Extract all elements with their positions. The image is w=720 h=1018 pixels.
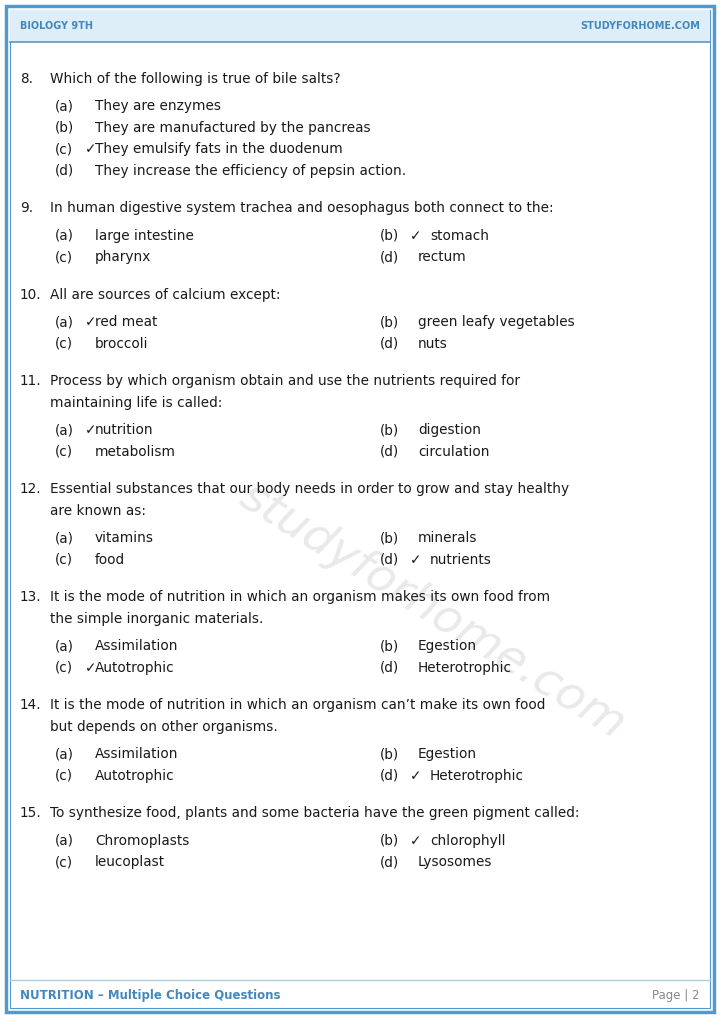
Bar xyxy=(10,10,710,42)
Text: green leafy vegetables: green leafy vegetables xyxy=(418,316,575,330)
Text: Assimilation: Assimilation xyxy=(95,747,179,761)
Text: leucoplast: leucoplast xyxy=(95,855,165,869)
Text: Heterotrophic: Heterotrophic xyxy=(418,661,512,675)
Text: Chromoplasts: Chromoplasts xyxy=(95,834,189,848)
Text: They are enzymes: They are enzymes xyxy=(95,100,221,113)
Text: NUTRITION – Multiple Choice Questions: NUTRITION – Multiple Choice Questions xyxy=(20,989,281,1003)
Text: ✓: ✓ xyxy=(85,423,96,438)
Text: Page | 2: Page | 2 xyxy=(652,989,700,1003)
Text: food: food xyxy=(95,553,125,567)
Text: circulation: circulation xyxy=(418,445,490,459)
Text: (a): (a) xyxy=(55,834,74,848)
Text: metabolism: metabolism xyxy=(95,445,176,459)
Text: (a): (a) xyxy=(55,531,74,546)
Text: ✓: ✓ xyxy=(410,769,421,783)
Text: 14.: 14. xyxy=(20,698,42,713)
Text: (d): (d) xyxy=(380,661,400,675)
Text: large intestine: large intestine xyxy=(95,229,194,243)
Text: ✓: ✓ xyxy=(85,661,96,675)
Text: the simple inorganic materials.: the simple inorganic materials. xyxy=(50,612,264,626)
Text: (d): (d) xyxy=(380,337,400,351)
Text: (c): (c) xyxy=(55,143,73,157)
Text: (b): (b) xyxy=(380,531,400,546)
Text: 15.: 15. xyxy=(20,806,42,821)
Text: It is the mode of nutrition in which an organism can’t make its own food: It is the mode of nutrition in which an … xyxy=(50,698,545,713)
Text: (a): (a) xyxy=(55,639,74,654)
Text: To synthesize food, plants and some bacteria have the green pigment called:: To synthesize food, plants and some bact… xyxy=(50,806,580,821)
Text: are known as:: are known as: xyxy=(50,504,146,518)
Text: (d): (d) xyxy=(55,164,74,178)
Text: Which of the following is true of bile salts?: Which of the following is true of bile s… xyxy=(50,72,341,86)
Text: (b): (b) xyxy=(380,747,400,761)
Text: In human digestive system trachea and oesophagus both connect to the:: In human digestive system trachea and oe… xyxy=(50,202,554,216)
Text: (b): (b) xyxy=(380,316,400,330)
Text: 10.: 10. xyxy=(20,288,42,302)
Text: (d): (d) xyxy=(380,553,400,567)
Text: BIOLOGY 9TH: BIOLOGY 9TH xyxy=(20,21,93,31)
Text: (c): (c) xyxy=(55,661,73,675)
Text: (c): (c) xyxy=(55,855,73,869)
Text: (a): (a) xyxy=(55,747,74,761)
Text: stomach: stomach xyxy=(430,229,489,243)
Text: ✓: ✓ xyxy=(410,553,421,567)
Text: 12.: 12. xyxy=(20,483,42,497)
Text: (c): (c) xyxy=(55,553,73,567)
Text: Egestion: Egestion xyxy=(418,747,477,761)
Text: (d): (d) xyxy=(380,445,400,459)
Text: maintaining life is called:: maintaining life is called: xyxy=(50,396,222,410)
Text: Egestion: Egestion xyxy=(418,639,477,654)
Text: vitamins: vitamins xyxy=(95,531,154,546)
Text: They are manufactured by the pancreas: They are manufactured by the pancreas xyxy=(95,121,371,135)
Text: studyforhome.com: studyforhome.com xyxy=(231,473,633,748)
Text: (b): (b) xyxy=(380,229,400,243)
Text: They increase the efficiency of pepsin action.: They increase the efficiency of pepsin a… xyxy=(95,164,406,178)
Text: (d): (d) xyxy=(380,250,400,265)
Text: Process by which organism obtain and use the nutrients required for: Process by which organism obtain and use… xyxy=(50,375,520,389)
Text: Assimilation: Assimilation xyxy=(95,639,179,654)
Text: (a): (a) xyxy=(55,229,74,243)
Text: STUDYFORHOME.COM: STUDYFORHOME.COM xyxy=(580,21,700,31)
Text: (c): (c) xyxy=(55,250,73,265)
Text: chlorophyll: chlorophyll xyxy=(430,834,505,848)
Text: nutrients: nutrients xyxy=(430,553,492,567)
Text: (b): (b) xyxy=(55,121,74,135)
Text: minerals: minerals xyxy=(418,531,477,546)
Text: nutrition: nutrition xyxy=(95,423,153,438)
Text: (a): (a) xyxy=(55,100,74,113)
Text: red meat: red meat xyxy=(95,316,158,330)
Text: Autotrophic: Autotrophic xyxy=(95,661,175,675)
Text: 11.: 11. xyxy=(20,375,42,389)
Text: but depends on other organisms.: but depends on other organisms. xyxy=(50,720,278,734)
Text: 9.: 9. xyxy=(20,202,33,216)
Text: Lysosomes: Lysosomes xyxy=(418,855,492,869)
Text: ✓: ✓ xyxy=(410,229,421,243)
Text: (c): (c) xyxy=(55,337,73,351)
Text: (a): (a) xyxy=(55,423,74,438)
Text: (a): (a) xyxy=(55,316,74,330)
Text: It is the mode of nutrition in which an organism makes its own food from: It is the mode of nutrition in which an … xyxy=(50,590,550,605)
Text: Autotrophic: Autotrophic xyxy=(95,769,175,783)
Text: rectum: rectum xyxy=(418,250,467,265)
Text: They emulsify fats in the duodenum: They emulsify fats in the duodenum xyxy=(95,143,343,157)
Text: Essential substances that our body needs in order to grow and stay healthy: Essential substances that our body needs… xyxy=(50,483,569,497)
Text: nuts: nuts xyxy=(418,337,448,351)
Text: All are sources of calcium except:: All are sources of calcium except: xyxy=(50,288,281,302)
Text: (d): (d) xyxy=(380,769,400,783)
Text: (d): (d) xyxy=(380,855,400,869)
Text: (c): (c) xyxy=(55,769,73,783)
Text: (b): (b) xyxy=(380,639,400,654)
Text: (b): (b) xyxy=(380,834,400,848)
Text: 13.: 13. xyxy=(20,590,42,605)
Text: 8.: 8. xyxy=(20,72,33,86)
Text: (b): (b) xyxy=(380,423,400,438)
Text: Heterotrophic: Heterotrophic xyxy=(430,769,524,783)
Text: ✓: ✓ xyxy=(85,316,96,330)
Text: (c): (c) xyxy=(55,445,73,459)
Text: digestion: digestion xyxy=(418,423,481,438)
Text: ✓: ✓ xyxy=(410,834,421,848)
Text: ✓: ✓ xyxy=(85,143,96,157)
Text: broccoli: broccoli xyxy=(95,337,148,351)
Text: pharynx: pharynx xyxy=(95,250,151,265)
